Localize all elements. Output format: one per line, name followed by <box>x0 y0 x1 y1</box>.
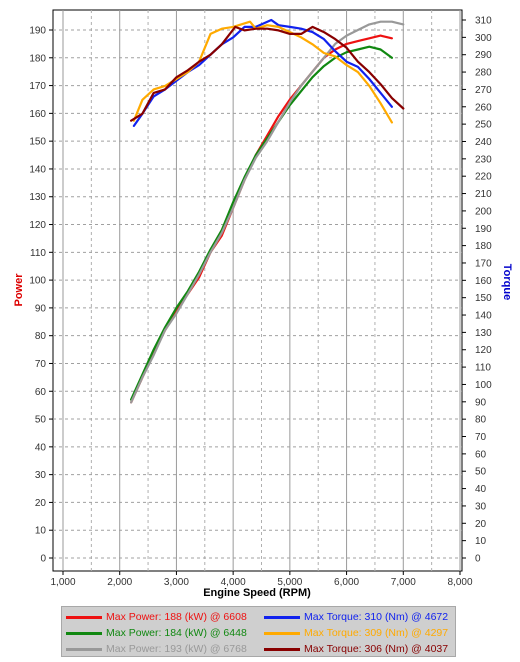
y-right-tick-label: 250 <box>475 120 492 131</box>
x-tick-label: 7,000 <box>391 577 416 588</box>
y-left-tick-label: 160 <box>29 109 46 120</box>
legend-label: Max Torque: 309 (Nm) @ 4297 <box>304 627 449 639</box>
y-left-tick-label: 20 <box>35 498 47 509</box>
y-right-tick-label: 210 <box>475 189 492 200</box>
legend-label: Max Power: 188 (kW) @ 6608 <box>106 611 247 623</box>
y-left-tick-label: 190 <box>29 26 46 37</box>
y-right-tick-label: 290 <box>475 50 492 61</box>
y-right-tick-label: 30 <box>475 501 487 512</box>
y-left-tick-label: 180 <box>29 53 46 64</box>
y-axis-right-title: Torque <box>501 264 513 300</box>
legend-label: Max Power: 184 (kW) @ 6448 <box>106 627 247 639</box>
y-right-tick-label: 220 <box>475 172 492 183</box>
x-tick-label: 1,000 <box>50 577 75 588</box>
legend-item-power-1: Max Power: 188 (kW) @ 6608 <box>66 609 247 625</box>
legend-swatch <box>66 647 102 651</box>
x-tick-label: 2,000 <box>107 577 132 588</box>
legend-label: Max Torque: 310 (Nm) @ 4672 <box>304 611 449 623</box>
y-left-tick-label: 110 <box>30 248 46 259</box>
y-right-tick-label: 300 <box>475 33 492 44</box>
y-right-tick-label: 50 <box>475 467 487 478</box>
grid <box>53 10 462 571</box>
legend-item-power-2: Max Power: 184 (kW) @ 6448 <box>66 625 247 641</box>
y-left-tick-label: 120 <box>29 220 46 231</box>
y-right-tick-label: 20 <box>475 519 487 530</box>
legend: Max Power: 188 (kW) @ 6608 Max Power: 18… <box>61 606 456 657</box>
series-line-6 <box>130 25 405 122</box>
tick-labels: 1,000 2,000 3,000 4,000 5,000 6,000 7,000 8,000… <box>29 16 492 589</box>
y-left-tick-label: 150 <box>29 137 46 148</box>
legend-item-power-3: Max Power: 193 (kW) @ 6768 <box>66 641 247 657</box>
y-right-tick-label: 160 <box>475 276 492 287</box>
y-right-tick-label: 10 <box>475 536 487 547</box>
x-tick-label: 4,000 <box>221 577 246 588</box>
x-tick-label: 3,000 <box>164 577 189 588</box>
series-line-4 <box>132 18 393 128</box>
legend-swatch <box>66 615 102 619</box>
x-tick-label: 6,000 <box>334 577 359 588</box>
y-right-tick-label: 130 <box>475 328 492 339</box>
y-right-tick-label: 0 <box>475 554 481 565</box>
x-tick-label: 8,000 <box>447 577 472 588</box>
y-right-tick-label: 120 <box>475 345 492 356</box>
y-left-tick-label: 80 <box>35 331 47 342</box>
y-left-tick-label: 30 <box>35 470 47 481</box>
legend-swatch <box>264 615 300 619</box>
y-right-tick-label: 310 <box>475 16 492 27</box>
series-line-3 <box>130 20 405 404</box>
y-right-tick-label: 180 <box>475 241 492 252</box>
y-right-tick-label: 280 <box>475 68 492 79</box>
legend-item-torque-3: Max Torque: 306 (Nm) @ 4037 <box>264 641 448 657</box>
y-left-tick-label: 100 <box>29 276 46 287</box>
legend-label: Max Power: 193 (kW) @ 6768 <box>106 643 247 655</box>
legend-item-torque-1: Max Torque: 310 (Nm) @ 4672 <box>264 609 448 625</box>
y-right-tick-label: 170 <box>475 258 492 269</box>
y-left-tick-label: 70 <box>35 359 47 370</box>
plot-area <box>52 9 463 572</box>
y-right-tick-label: 270 <box>475 85 492 96</box>
x-tick-label: 5,000 <box>277 577 302 588</box>
y-left-tick-label: 140 <box>29 164 46 175</box>
y-right-tick-label: 100 <box>475 380 492 391</box>
legend-item-torque-2: Max Torque: 309 (Nm) @ 4297 <box>264 625 448 641</box>
series-lines <box>130 18 405 404</box>
x-axis-title: Engine Speed (RPM) <box>203 587 311 599</box>
y-left-tick-label: 130 <box>29 192 46 203</box>
legend-swatch <box>264 647 300 651</box>
y-right-tick-label: 150 <box>475 293 492 304</box>
y-left-tick-label: 90 <box>35 303 47 314</box>
y-right-tick-label: 90 <box>475 397 487 408</box>
y-right-tick-label: 40 <box>475 484 487 495</box>
y-right-tick-label: 70 <box>475 432 487 443</box>
legend-swatch <box>66 631 102 635</box>
y-left-tick-label: 10 <box>35 526 47 537</box>
y-right-tick-label: 240 <box>475 137 492 148</box>
y-right-tick-label: 260 <box>475 102 492 113</box>
y-right-tick-label: 110 <box>475 363 491 374</box>
y-right-tick-label: 60 <box>475 449 487 460</box>
y-left-tick-label: 50 <box>35 415 47 426</box>
y-left-tick-label: 170 <box>29 81 46 92</box>
y-axis-left-title: Power <box>13 273 25 307</box>
y-right-tick-label: 190 <box>475 224 492 235</box>
y-right-tick-label: 140 <box>475 311 492 322</box>
y-right-tick-label: 230 <box>475 154 492 165</box>
y-right-tick-label: 200 <box>475 206 492 217</box>
legend-label: Max Torque: 306 (Nm) @ 4037 <box>304 643 449 655</box>
y-left-tick-label: 60 <box>35 387 47 398</box>
y-right-tick-label: 80 <box>475 415 487 426</box>
legend-swatch <box>264 631 300 635</box>
y-left-tick-label: 40 <box>35 442 47 453</box>
y-left-tick-label: 0 <box>40 554 46 565</box>
